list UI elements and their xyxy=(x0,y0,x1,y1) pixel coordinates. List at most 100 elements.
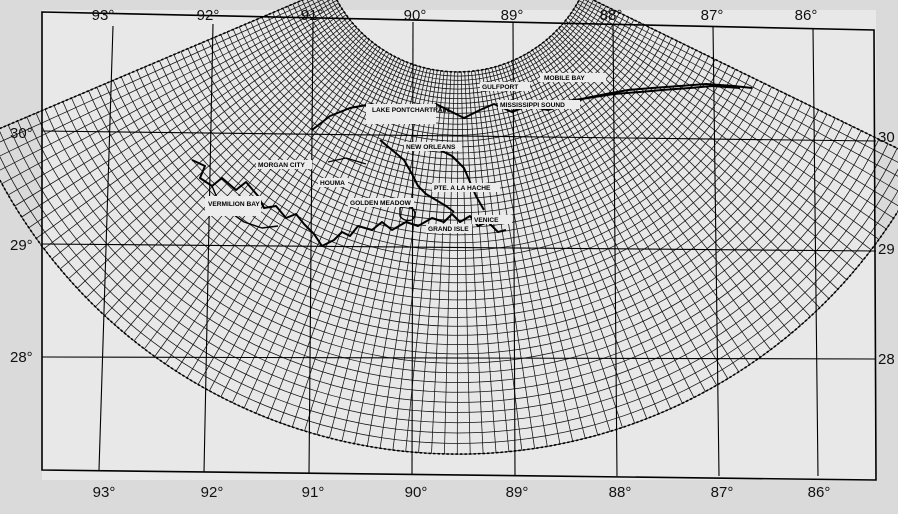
lon-label-bottom-92: 92° xyxy=(201,484,224,501)
lon-label-bottom-93: 93° xyxy=(93,484,116,501)
lon-label-bottom-86: 86° xyxy=(808,484,831,501)
grid-radial-line xyxy=(197,53,390,385)
lon-label-bottom-88: 88° xyxy=(609,484,632,501)
place-new-orleans: NEW ORLEANS xyxy=(406,144,456,151)
lon-label-top-89: 89° xyxy=(501,7,524,24)
grid-arc-line xyxy=(256,19,656,154)
grid-arc-line xyxy=(159,60,750,259)
grid-arc-line xyxy=(136,70,772,284)
place-mississippi-sound: MISSISSIPPI SOUND xyxy=(500,102,565,109)
lat-label-right-28: 28 xyxy=(878,351,895,368)
lon-label-top-90: 90° xyxy=(404,7,427,24)
grid-radial-line xyxy=(543,41,782,342)
grid-arc-line xyxy=(79,94,828,345)
grid-arc-line xyxy=(322,0,594,85)
grid-arc-line xyxy=(232,29,678,179)
grid-arc-line xyxy=(301,0,611,104)
grid-radial-line xyxy=(577,3,898,192)
grid-arc-line xyxy=(104,83,803,318)
grid-arc-line xyxy=(71,97,836,355)
grid-radial-line xyxy=(464,71,484,454)
place-golden-meadow: GOLDEN MEADOW xyxy=(350,200,412,207)
grid-arc-line xyxy=(214,37,697,199)
grid-arc-line xyxy=(282,8,630,125)
map-frame xyxy=(41,11,877,481)
grid-arc-line xyxy=(173,54,736,244)
lat-labels-right: 30 29 28 xyxy=(878,129,895,368)
grid-arc-line xyxy=(88,90,820,336)
grid-radial-line xyxy=(0,0,331,171)
grid-radial-line xyxy=(186,51,387,378)
lon-label-bottom-87: 87° xyxy=(711,484,734,501)
meridian-90 xyxy=(411,21,414,476)
grid-radial-line xyxy=(418,71,448,453)
grid-arc-line xyxy=(267,14,645,142)
meridian-92 xyxy=(203,23,214,473)
lat-label-right-29: 29 xyxy=(878,241,895,258)
lon-label-bottom-90: 90° xyxy=(405,484,428,501)
grid-arc-line xyxy=(7,124,898,424)
grid-arc-line xyxy=(62,101,845,364)
grid-arc-line xyxy=(317,0,598,90)
grid-arc-line xyxy=(26,116,880,403)
lat-label-right-30: 30 xyxy=(878,129,895,146)
lon-labels-top: 93° 92° 91° 90° 89° 88° 87° 86° xyxy=(92,7,818,24)
lon-label-top-93: 93° xyxy=(92,7,115,24)
grid-radial-line xyxy=(154,45,378,357)
grid-arc-line xyxy=(35,112,871,393)
lat-labels-left: 30° 29° 28° xyxy=(10,125,33,366)
grid-arc-line xyxy=(244,24,667,166)
grid-arc-line xyxy=(326,0,589,81)
grid-arc-line xyxy=(151,63,758,267)
lat-label-left-28: 28° xyxy=(10,349,33,366)
lon-label-top-87: 87° xyxy=(701,7,724,24)
grid-arc-line xyxy=(238,26,673,173)
grid-radial-line xyxy=(584,0,898,163)
grid-arc-line xyxy=(120,76,788,301)
curvilinear-grid xyxy=(0,0,898,455)
meridian-87 xyxy=(712,25,720,477)
grid-arc-line xyxy=(306,0,607,99)
grid-radial-line xyxy=(0,0,323,157)
grid-arc-line xyxy=(53,105,853,374)
meridian-91 xyxy=(308,21,314,475)
lat-label-left-30: 30° xyxy=(10,125,33,142)
meridian-86 xyxy=(812,27,819,477)
grid-arc-line xyxy=(17,120,889,413)
grid-arc-line xyxy=(194,45,716,221)
meridian-89 xyxy=(512,21,516,477)
grid-arc-line xyxy=(44,109,862,383)
place-lake-pontchartrain: LAKE PONTCHARTRAIN xyxy=(372,107,450,114)
parallel-29 xyxy=(41,243,877,252)
grid-radial-line xyxy=(474,70,523,451)
lon-label-top-91: 91° xyxy=(301,7,324,24)
meridian-88 xyxy=(612,23,618,477)
grid-arc-line xyxy=(128,73,780,292)
grid-arc-line xyxy=(287,6,625,120)
lon-labels-bottom: 93° 92° 91° 90° 89° 88° 87° 86° xyxy=(93,484,831,501)
lat-label-left-29: 29° xyxy=(10,237,33,254)
place-mobile-bay: MOBILE BAY xyxy=(544,75,585,82)
grid-arc-line xyxy=(312,0,602,95)
place-vermilion-bay: VERMILION BAY xyxy=(208,201,260,208)
place-labels: LAKE PONTCHARTRAIN NEW ORLEANS MORGAN CI… xyxy=(205,73,606,233)
grid-arc-line xyxy=(166,57,743,251)
place-houma: HOUMA xyxy=(320,180,345,187)
grid-arc-line xyxy=(331,0,585,77)
place-pte-a-la-hache: PTE. A LA HACHE xyxy=(434,185,491,192)
grid-radial-line xyxy=(537,46,761,358)
lon-label-top-92: 92° xyxy=(197,7,220,24)
grid-arc-line xyxy=(96,87,811,327)
grid-outline xyxy=(0,0,898,455)
grid-radial-line xyxy=(578,0,898,177)
grid-boundary xyxy=(0,0,898,455)
lon-label-top-86: 86° xyxy=(795,7,818,24)
lon-label-bottom-89: 89° xyxy=(506,484,529,501)
graticule xyxy=(41,21,877,477)
place-venice: VENICE xyxy=(474,217,499,224)
grid-arc-line xyxy=(180,51,729,236)
grid-arc-line xyxy=(0,131,898,434)
place-gulfport: GULFPORT xyxy=(482,84,518,91)
grid-arc-line xyxy=(297,1,616,109)
